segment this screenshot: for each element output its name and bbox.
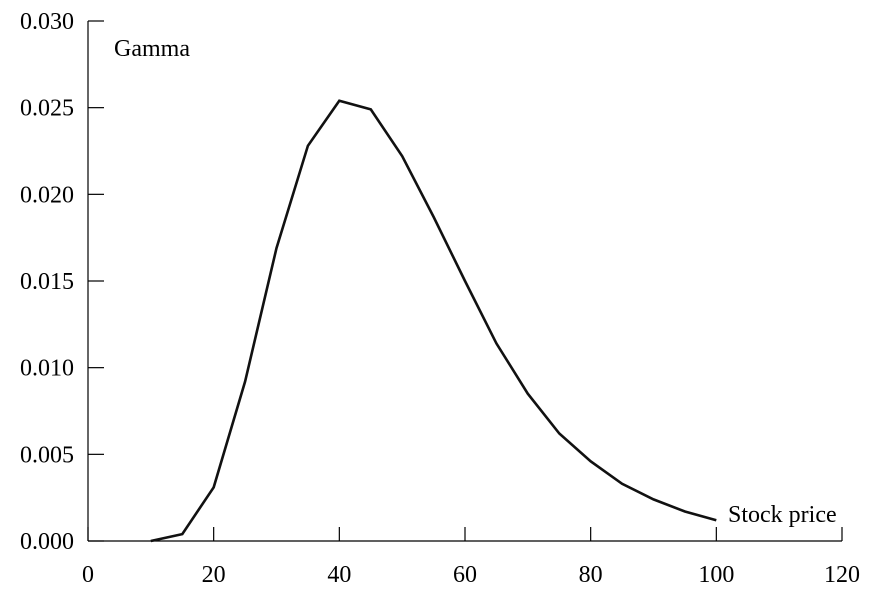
y-tick-label: 0.000 bbox=[20, 529, 74, 555]
y-axis-title: Gamma bbox=[114, 36, 190, 62]
x-tick-label: 60 bbox=[453, 562, 477, 588]
x-tick-label: 20 bbox=[202, 562, 226, 588]
series-group bbox=[150, 99, 717, 543]
y-tick-label: 0.030 bbox=[20, 9, 74, 35]
y-ticks: 0.000 0.005 0.010 0.015 0.020 0.025 0.030 bbox=[20, 9, 104, 555]
y-tick-label: 0.015 bbox=[20, 269, 74, 295]
x-tick-label: 40 bbox=[327, 562, 351, 588]
y-tick-label: 0.010 bbox=[20, 356, 74, 382]
x-tick-label: 100 bbox=[698, 562, 734, 588]
y-tick-label: 0.020 bbox=[20, 182, 74, 208]
y-tick-label: 0.025 bbox=[20, 96, 74, 122]
x-axis-title: Stock price bbox=[728, 502, 837, 528]
y-tick-label: 0.005 bbox=[20, 442, 74, 468]
gamma-curve bbox=[150, 99, 717, 543]
x-tick-label: 0 bbox=[82, 562, 94, 588]
x-tick-label: 80 bbox=[579, 562, 603, 588]
x-ticks: 0 20 40 60 80 100 120 bbox=[82, 527, 860, 588]
x-tick-label: 120 bbox=[824, 562, 860, 588]
